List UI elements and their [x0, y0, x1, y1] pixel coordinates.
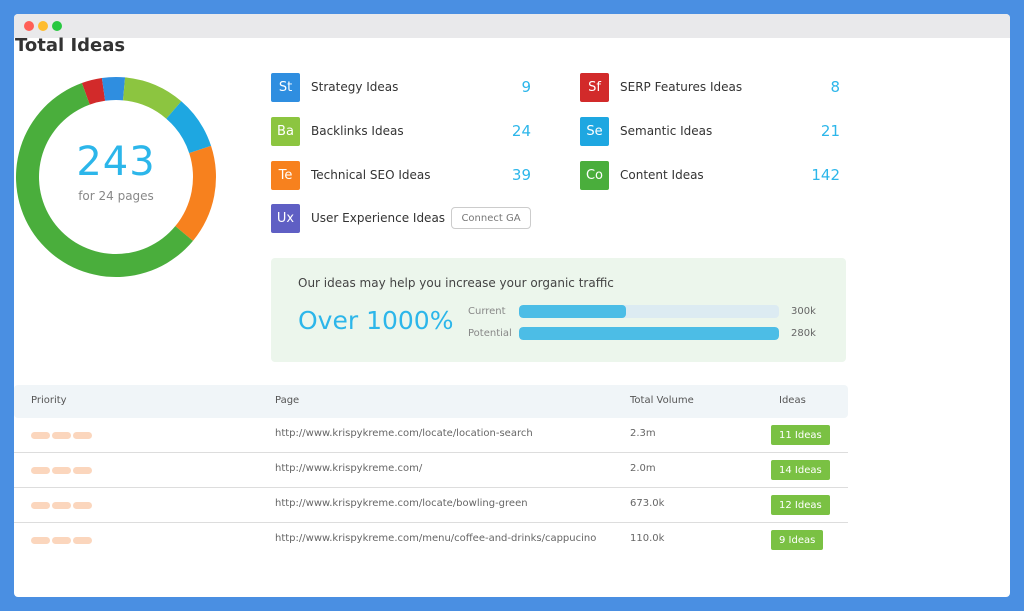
table-row[interactable]: http://www.krispykreme.com/ 2.0m 14 Idea… [14, 453, 848, 488]
potential-bar-label: Potential [468, 328, 512, 339]
current-bar-label: Current [468, 306, 506, 317]
current-bar-value: 300k [791, 306, 816, 317]
current-traffic-bar [519, 305, 779, 318]
technical-seo-badge-icon: Te [271, 161, 300, 190]
table-header: Priority Page Total Volume Ideas [14, 385, 848, 418]
idea-semantic[interactable]: Se Semantic Ideas 21 [580, 117, 840, 147]
backlinks-badge-icon: Ba [271, 117, 300, 146]
table-row[interactable]: http://www.krispykreme.com/locate/bowlin… [14, 488, 848, 523]
idea-label: SERP Features Ideas [620, 80, 743, 94]
idea-label: Semantic Ideas [620, 124, 713, 138]
column-header-total-volume[interactable]: Total Volume [630, 395, 694, 406]
idea-label: Technical SEO Ideas [311, 168, 431, 182]
semantic-badge-icon: Se [580, 117, 609, 146]
organic-traffic-promo: Our ideas may help you increase your org… [271, 258, 846, 362]
idea-label: Content Ideas [620, 168, 704, 182]
minimize-window-button[interactable] [38, 21, 48, 31]
column-header-priority[interactable]: Priority [31, 395, 67, 406]
idea-label: User Experience Ideas [311, 211, 446, 225]
donut-center: 243 for 24 pages [14, 75, 218, 279]
total-volume: 2.0m [630, 463, 656, 474]
user-experience-badge-icon: Ux [271, 204, 300, 233]
priority-pill [52, 502, 71, 509]
donut-segment-serp-features-ideas [81, 78, 106, 105]
idea-label: Backlinks Ideas [311, 124, 404, 138]
priority-pill [73, 537, 92, 544]
table-row[interactable]: http://www.krispykreme.com/locate/locati… [14, 418, 848, 453]
page-url[interactable]: http://www.krispykreme.com/menu/coffee-a… [275, 533, 597, 544]
content-badge-icon: Co [580, 161, 609, 190]
current-traffic-bar-fill [519, 305, 626, 318]
app-window: Total Ideas 243 for 24 pages St Strategy… [14, 14, 1010, 597]
total-volume: 2.3m [630, 428, 656, 439]
priority-pill [52, 467, 71, 474]
total-ideas-count: 243 [76, 139, 156, 185]
idea-count: 8 [830, 78, 840, 96]
priority-pill [52, 537, 71, 544]
ideas-button[interactable]: 12 Ideas [771, 495, 830, 515]
table-row[interactable]: http://www.krispykreme.com/menu/coffee-a… [14, 523, 848, 557]
idea-technical-seo[interactable]: Te Technical SEO Ideas 39 [271, 161, 531, 191]
priority-pill [31, 537, 50, 544]
page-url[interactable]: http://www.krispykreme.com/ [275, 463, 423, 474]
strategy-badge-icon: St [271, 73, 300, 102]
total-ideas-subtitle: for 24 pages [78, 189, 154, 203]
column-header-page[interactable]: Page [275, 395, 300, 406]
priority-pill [31, 467, 50, 474]
priority-pill [31, 432, 50, 439]
maximize-window-button[interactable] [52, 21, 62, 31]
priority-pill [73, 467, 92, 474]
donut-segment-technical-seo-ideas [175, 145, 216, 241]
idea-user-experience[interactable]: Ux User Experience Ideas [271, 204, 445, 234]
idea-content[interactable]: Co Content Ideas 142 [580, 161, 840, 191]
page-title: Total Ideas [15, 35, 126, 56]
priority-pill [73, 432, 92, 439]
total-volume: 673.0k [630, 498, 665, 509]
potential-traffic-bar-fill [519, 327, 779, 340]
donut-segment-backlinks-ideas [123, 77, 182, 119]
idea-label: Strategy Ideas [311, 80, 399, 94]
promo-text: Our ideas may help you increase your org… [298, 276, 614, 290]
total-volume: 110.0k [630, 533, 665, 544]
priority-pill [73, 502, 92, 509]
priority-pill [31, 502, 50, 509]
ideas-button[interactable]: 14 Ideas [771, 460, 830, 480]
column-header-ideas[interactable]: Ideas [779, 395, 806, 406]
page-url[interactable]: http://www.krispykreme.com/locate/locati… [275, 428, 533, 439]
idea-count: 24 [511, 122, 531, 140]
idea-count: 142 [811, 166, 840, 184]
connect-ga-button[interactable]: Connect GA [451, 207, 531, 229]
idea-count: 39 [511, 166, 531, 184]
promo-headline: Over 1000% [298, 306, 454, 335]
ideas-button[interactable]: 11 Ideas [771, 425, 830, 445]
idea-count: 9 [521, 78, 531, 96]
potential-bar-value: 280k [791, 328, 816, 339]
idea-serp-features[interactable]: Sf SERP Features Ideas 8 [580, 73, 840, 103]
donut-segment-semantic-ideas [166, 101, 212, 154]
close-window-button[interactable] [24, 21, 34, 31]
donut-segment-strategy-ideas [101, 77, 126, 101]
ideas-donut-chart [15, 77, 216, 277]
page-url[interactable]: http://www.krispykreme.com/locate/bowlin… [275, 498, 528, 509]
idea-count: 21 [820, 122, 840, 140]
priority-pill [52, 432, 71, 439]
potential-traffic-bar [519, 327, 779, 340]
serp-features-badge-icon: Sf [580, 73, 609, 102]
idea-backlinks[interactable]: Ba Backlinks Ideas 24 [271, 117, 531, 147]
ideas-button[interactable]: 9 Ideas [771, 530, 824, 550]
idea-strategy[interactable]: St Strategy Ideas 9 [271, 73, 531, 103]
window-titlebar [14, 14, 1010, 38]
